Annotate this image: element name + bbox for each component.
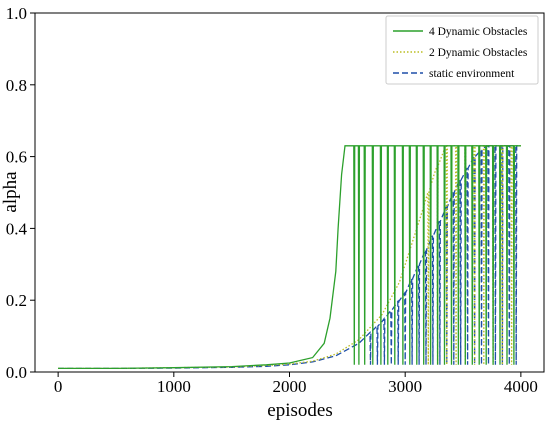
x-axis-label: episodes bbox=[267, 400, 332, 421]
series-line bbox=[58, 145, 521, 370]
y-tick-label: 0.6 bbox=[6, 148, 27, 167]
ticks-layer: 0 1000 2000 3000 4000 0.0 0.2 0.4 0.6 0.8 1.0 bbox=[6, 4, 538, 396]
x-tick-label: 3000 bbox=[388, 377, 422, 396]
y-tick-label: 0.0 bbox=[6, 363, 27, 382]
x-tick-label: 4000 bbox=[504, 377, 538, 396]
series-line bbox=[58, 145, 521, 370]
y-tick-label: 0.4 bbox=[6, 219, 28, 238]
y-tick-label: 1.0 bbox=[6, 4, 27, 23]
legend-label: 4 Dynamic Obstacles bbox=[429, 26, 528, 38]
x-tick-label: 0 bbox=[54, 377, 63, 396]
y-tick-label: 0.2 bbox=[6, 291, 27, 310]
series-layer bbox=[58, 145, 521, 370]
y-axis-label: alpha bbox=[0, 171, 21, 213]
y-tick-label: 0.8 bbox=[6, 76, 27, 95]
x-tick-label: 2000 bbox=[273, 377, 307, 396]
legend-label: static environment bbox=[429, 68, 515, 80]
legend: 4 Dynamic Obstacles 2 Dynamic Obstacles st… bbox=[385, 15, 539, 85]
legend-label: 2 Dynamic Obstacles bbox=[429, 47, 528, 59]
x-tick-label: 1000 bbox=[157, 377, 191, 396]
series-line bbox=[58, 145, 521, 370]
legend-box bbox=[385, 15, 539, 85]
